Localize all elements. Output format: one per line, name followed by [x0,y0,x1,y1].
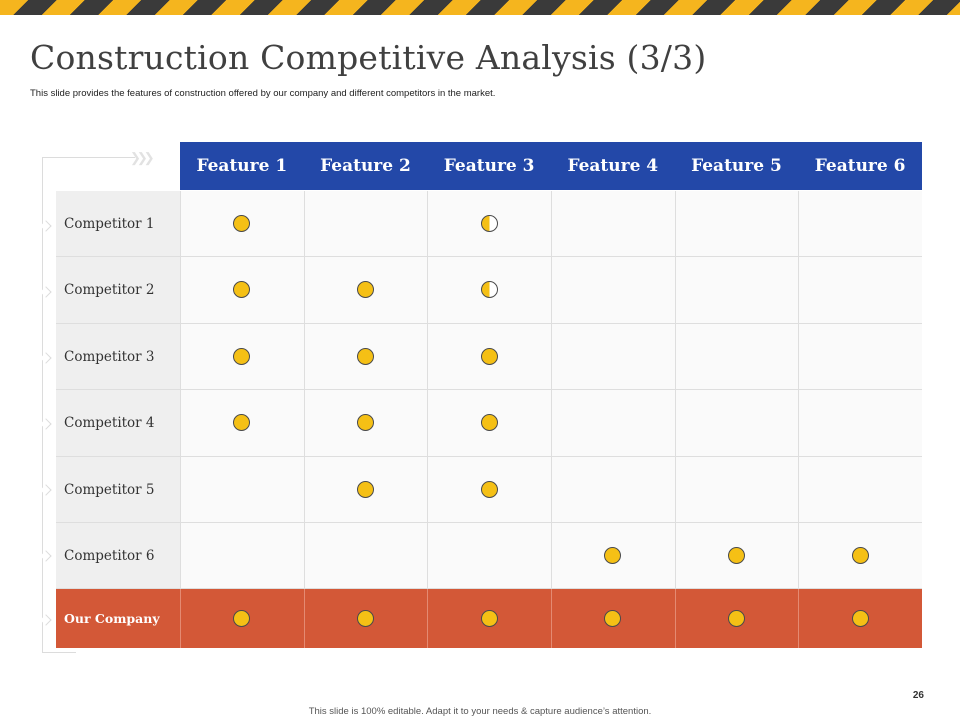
feature-cell [427,324,551,390]
full-circle-icon [233,414,251,431]
full-circle-icon [480,480,498,498]
feature-cell [674,589,799,648]
feature-cell [303,457,428,523]
feature-cell [427,257,551,324]
feature-cell [427,457,551,523]
feature-cell [180,390,304,457]
full-circle-icon [851,546,869,564]
full-circle-icon [851,609,869,627]
full-circle-icon [233,609,251,627]
feature-cell [180,324,304,390]
feature-cell [550,457,675,523]
feature-cell [180,457,304,523]
full-circle-icon [356,347,374,365]
feature-cell [674,191,799,257]
competitor-row: Competitor 2 [56,257,922,324]
feature-cell [798,523,922,589]
competitor-row: Competitor 4 [56,390,922,457]
competitor-row: Competitor 6 [56,523,922,589]
feature-cell [798,191,922,257]
feature-cell [798,589,922,648]
full-circle-icon [604,546,622,564]
feature-cell [550,257,675,324]
row-label: Competitor 6 [56,523,180,589]
feature-cell [303,257,428,324]
slide-title: Construction Competitive Analysis (3/3) [30,38,707,77]
half-circle-icon [480,214,498,232]
full-circle-icon [356,480,374,498]
feature-cell [550,589,675,648]
hazard-stripe-banner [0,0,960,15]
feature-cell [550,523,675,589]
row-label: Competitor 4 [56,390,180,457]
full-circle-icon [233,281,251,298]
full-circle-icon [604,609,622,627]
feature-cell [180,589,304,648]
feature-cell [180,191,304,257]
feature-cell [798,457,922,523]
page-number: 26 [912,690,924,701]
full-circle-icon [356,414,374,431]
feature-cell [674,390,799,457]
chevron-arrows-icon: ❯❯❯ [130,150,155,165]
feature-cell [180,257,304,324]
full-circle-icon [356,281,374,298]
feature-cell [427,589,551,648]
full-circle-icon [727,546,745,564]
feature-cell [427,191,551,257]
feature-header-1: Feature 1 [196,156,288,176]
row-label: Competitor 3 [56,324,180,390]
feature-cell [798,390,922,457]
feature-cell [550,390,675,457]
feature-cell [674,523,799,589]
feature-header-5: Feature 5 [691,156,782,176]
feature-cell [427,390,551,457]
row-label: Competitor 5 [56,457,180,523]
competitor-row: Competitor 5 [56,457,922,523]
full-circle-icon [480,609,498,627]
full-circle-icon [480,414,498,431]
half-circle-icon [480,281,498,298]
full-circle-icon [233,214,251,232]
full-circle-icon [480,347,498,365]
feature-cell [303,589,428,648]
feature-cell [550,191,675,257]
feature-header-6: Feature 6 [814,156,906,176]
full-circle-icon [233,347,251,365]
feature-header-2: Feature 2 [320,156,411,176]
full-circle-icon [727,609,745,627]
feature-cell [798,257,922,324]
feature-cell [674,457,799,523]
feature-header-4: Feature 4 [567,156,659,176]
feature-cell [674,324,799,390]
bracket-bottom-line [42,652,76,653]
feature-cell [180,523,304,589]
competitor-row: Competitor 1 [56,191,922,257]
feature-header-3: Feature 3 [443,156,535,176]
feature-cell [550,324,675,390]
company-row: Our Company [56,589,922,648]
feature-cell [674,257,799,324]
bracket-side-line [42,167,43,652]
feature-header-row: Feature 1 Feature 2 Feature 3 Feature 4 … [180,142,922,190]
row-label: Competitor 2 [56,257,180,324]
feature-cell [798,324,922,390]
feature-cell [427,523,551,589]
competitor-row: Competitor 3 [56,324,922,390]
feature-cell [303,523,428,589]
slide-subtitle: This slide provides the features of cons… [30,88,496,99]
footer-note: This slide is 100% editable. Adapt it to… [308,706,652,717]
row-label: Competitor 1 [56,191,180,257]
full-circle-icon [356,609,374,627]
bracket-top-line [42,157,135,168]
row-label: Our Company [56,589,180,648]
feature-cell [303,390,428,457]
feature-cell [303,324,428,390]
feature-cell [303,191,428,257]
